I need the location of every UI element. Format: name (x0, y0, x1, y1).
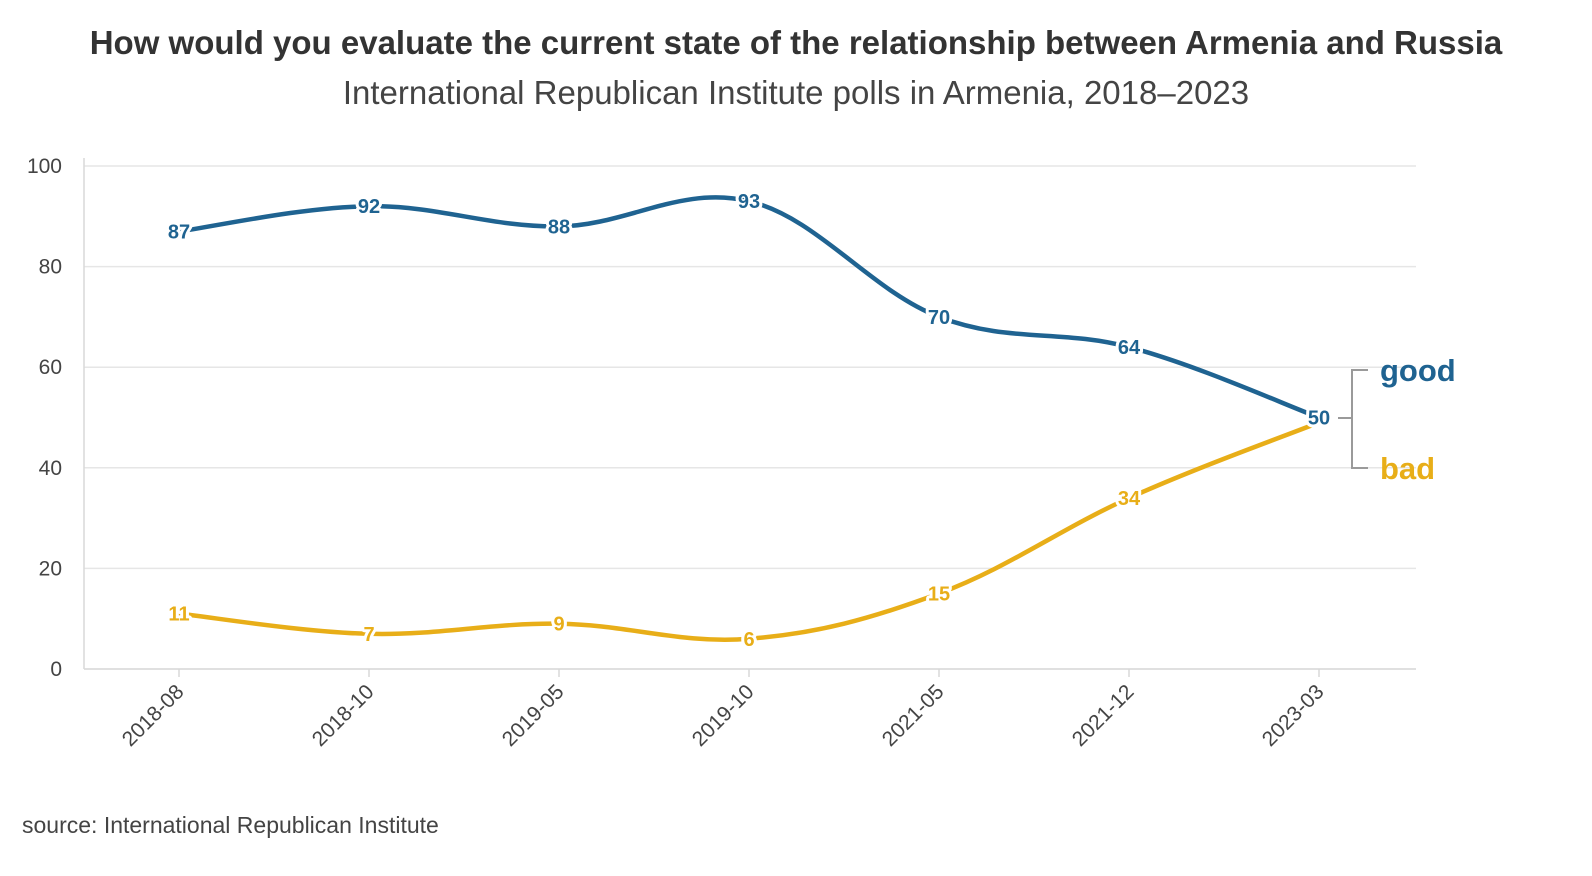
y-tick-label: 80 (39, 256, 62, 279)
data-label-bad: 11 (168, 604, 189, 626)
x-tick-label: 2019-05 (498, 680, 569, 751)
data-label-good: 50 (1308, 408, 1330, 430)
data-labels: 87 92 88 93 70 64 50 11 7 9 6 15 34 (165, 188, 1333, 654)
data-label-bad: 7 (363, 624, 374, 646)
series-line-bad (176, 420, 1322, 642)
source-note: source: International Republican Institu… (22, 812, 439, 838)
legend-label-good: good (1380, 353, 1456, 388)
data-label-bad: 34 (1118, 488, 1141, 510)
legend-bracket (1338, 369, 1368, 469)
data-label-good: 92 (358, 196, 380, 218)
x-tick-label: 2021-12 (1068, 680, 1139, 751)
data-label-good: 70 (928, 307, 950, 329)
data-label-bad: 15 (928, 584, 950, 606)
y-tick-label: 20 (39, 557, 62, 580)
data-label-bad: 6 (743, 629, 754, 651)
y-tick-label: 100 (27, 155, 62, 178)
data-label-good: 64 (1118, 337, 1141, 359)
y-tick-label: 60 (39, 356, 62, 379)
gridlines (84, 165, 1416, 670)
chart-title: How would you evaluate the current state… (89, 24, 1503, 61)
data-label-bad: 9 (553, 614, 564, 636)
x-tick-label: 2021-05 (878, 680, 949, 751)
data-label-good: 93 (738, 191, 760, 213)
legend-label-bad: bad (1380, 451, 1435, 486)
axes (83, 158, 1416, 670)
series-line-good (176, 195, 1322, 420)
y-tick-label: 0 (50, 658, 62, 681)
y-tick-label: 40 (39, 457, 62, 480)
x-tick-label: 2023-03 (1258, 680, 1329, 751)
x-tick-label: 2018-08 (118, 680, 189, 751)
chart-subtitle: International Republican Institute polls… (342, 74, 1250, 111)
data-label-good: 88 (548, 216, 570, 238)
x-axis-ticks: 2018-08 2018-10 2019-05 2019-10 2021-05 2021-… (118, 669, 1329, 751)
y-axis-ticks: 0 20 40 60 80 100 (27, 155, 62, 681)
data-label-good: 87 (168, 221, 190, 243)
series-lines (176, 195, 1322, 642)
x-tick-label: 2018-10 (308, 680, 379, 751)
legend: good bad (1338, 353, 1456, 486)
x-tick-label: 2019-10 (688, 680, 759, 751)
